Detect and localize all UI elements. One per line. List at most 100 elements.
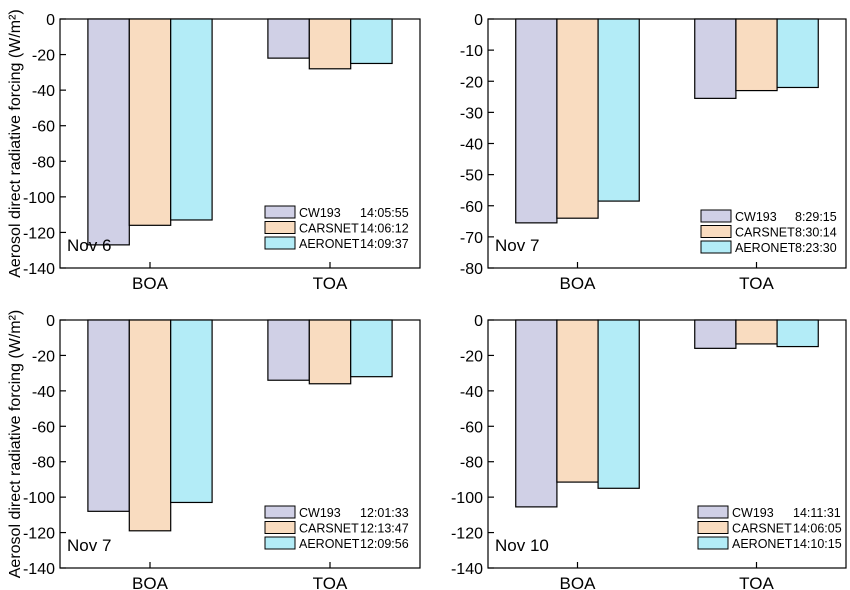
date-annotation: Nov 6 xyxy=(67,236,111,255)
y-tick-label: -100 xyxy=(23,490,55,507)
date-annotation: Nov 7 xyxy=(495,236,539,255)
y-tick-label: -100 xyxy=(23,190,55,207)
legend-swatch xyxy=(264,236,296,250)
bar-cw193-toa xyxy=(267,18,310,59)
plot-frame xyxy=(487,319,847,569)
legend-time: 8:23:30 xyxy=(795,241,837,255)
y-tick-label: -20 xyxy=(460,348,483,365)
legend-label: CW193 xyxy=(732,506,774,520)
plot-frame xyxy=(59,319,421,569)
legend-label: CARSNET xyxy=(299,522,359,536)
panel-nov7-noon: 0 -20 -40 -60 -80 -100 -120 -140 BOA TOA Nov 7 CW19… xyxy=(7,310,421,590)
bar-aeronet-boa xyxy=(170,18,213,221)
bar-carsnet-toa xyxy=(308,319,352,385)
legend-time: 12:09:56 xyxy=(360,537,409,551)
x-tick-label: BOA xyxy=(560,274,597,293)
legend-swatch xyxy=(264,221,296,234)
bar-carsnet-boa xyxy=(128,319,172,532)
bar-aeronet-boa xyxy=(597,18,640,202)
bar-aeronet-toa xyxy=(350,319,393,378)
legend-time: 14:06:12 xyxy=(360,222,409,236)
legend-label: AERONET xyxy=(735,241,796,255)
date-annotation: Nov 10 xyxy=(495,536,549,555)
y-tick-label: -70 xyxy=(460,230,483,247)
bar-aeronet-toa xyxy=(776,18,819,89)
bar-aeronet-toa xyxy=(776,319,819,348)
bar-cw193-boa xyxy=(87,18,130,246)
legend-time: 12:01:33 xyxy=(360,506,409,520)
legend-swatch xyxy=(700,209,732,223)
x-tick-label: TOA xyxy=(313,274,348,293)
legend-swatch xyxy=(700,225,732,238)
y-tick-label: -20 xyxy=(32,348,55,365)
bar-aeronet-boa xyxy=(597,319,640,489)
panel-nov7-morning: 0 -10 -20 -30 -40 -50 -60 -70 -80 BOA TOA Nov 7 CW19… xyxy=(460,12,847,293)
legend-label: AERONET xyxy=(299,237,360,251)
bar-cw193-boa xyxy=(515,319,558,508)
legend-label: AERONET xyxy=(299,537,360,551)
y-tick-label: -60 xyxy=(460,199,483,216)
y-tick-label: -140 xyxy=(23,261,55,278)
y-tick-label: -80 xyxy=(32,455,55,472)
y-tick-label: -40 xyxy=(460,137,483,154)
legend-swatch xyxy=(697,505,729,519)
legend-time: 14:10:15 xyxy=(793,537,842,551)
y-tick-label: -40 xyxy=(32,83,55,100)
y-tick-label: -30 xyxy=(460,105,483,122)
legend-time: 12:13:47 xyxy=(360,522,409,536)
legend-label: CW193 xyxy=(299,206,341,220)
y-tick-label: -120 xyxy=(23,526,55,543)
legend-label: CW193 xyxy=(735,210,777,224)
legend-swatch xyxy=(697,521,729,534)
legend-swatch xyxy=(697,536,729,550)
plot-frame xyxy=(59,18,421,269)
legend-time: 14:06:05 xyxy=(793,522,842,536)
y-tick-label: -60 xyxy=(460,419,483,436)
date-annotation: Nov 7 xyxy=(67,536,111,555)
y-tick-label: -120 xyxy=(23,225,55,242)
y-tick-label: -60 xyxy=(32,419,55,436)
y-axis-title: Aerosol direct radiative forcing (W/m²) xyxy=(7,9,24,278)
y-tick-label: -10 xyxy=(460,43,483,60)
panel-nov6: 0 -20 -40 -60 -80 -100 -120 -140 BOA TOA Nov 6 CW19… xyxy=(7,9,421,293)
y-tick-label: -140 xyxy=(451,561,483,578)
bar-carsnet-boa xyxy=(556,18,599,219)
legend-time: 8:30:14 xyxy=(795,226,837,240)
x-tick-label: TOA xyxy=(739,574,774,590)
legend-label: CARSNET xyxy=(299,222,359,236)
bar-carsnet-boa xyxy=(556,319,599,483)
y-tick-label: -40 xyxy=(32,384,55,401)
y-tick-label: -20 xyxy=(460,74,483,91)
bar-carsnet-boa xyxy=(128,18,172,226)
legend-time: 8:29:15 xyxy=(795,210,837,224)
panel-nov10: 0 -20 -40 -60 -80 -100 -120 -140 BOA TOA Nov 10 CW1… xyxy=(451,313,847,590)
x-tick-label: TOA xyxy=(313,574,348,590)
bar-cw193-toa xyxy=(694,319,737,349)
bar-cw193-toa xyxy=(694,18,737,99)
y-axis-title: Aerosol direct radiative forcing (W/m²) xyxy=(7,310,24,579)
x-tick-label: BOA xyxy=(132,274,169,293)
y-tick-label: -140 xyxy=(23,561,55,578)
y-tick-label: 0 xyxy=(474,313,483,330)
legend-label: CARSNET xyxy=(732,522,792,536)
bar-cw193-toa xyxy=(267,319,310,381)
y-tick-label: -100 xyxy=(451,490,483,507)
y-tick-label: 0 xyxy=(474,12,483,29)
legend-swatch xyxy=(264,536,296,550)
legend-swatch xyxy=(264,505,296,519)
y-tick-label: -80 xyxy=(460,261,483,278)
bar-carsnet-toa xyxy=(308,18,352,70)
legend-label: CARSNET xyxy=(735,226,795,240)
y-tick-label: -40 xyxy=(460,384,483,401)
bar-carsnet-toa xyxy=(735,319,778,345)
legend-label: AERONET xyxy=(732,537,793,551)
y-tick-label: -60 xyxy=(32,119,55,136)
y-tick-label: 0 xyxy=(46,12,55,29)
x-tick-label: BOA xyxy=(132,574,169,590)
legend-swatch xyxy=(700,240,732,254)
legend-swatch xyxy=(264,521,296,534)
legend-time: 14:11:31 xyxy=(793,506,841,520)
y-tick-label: -20 xyxy=(32,48,55,65)
y-tick-label: 0 xyxy=(46,313,55,330)
